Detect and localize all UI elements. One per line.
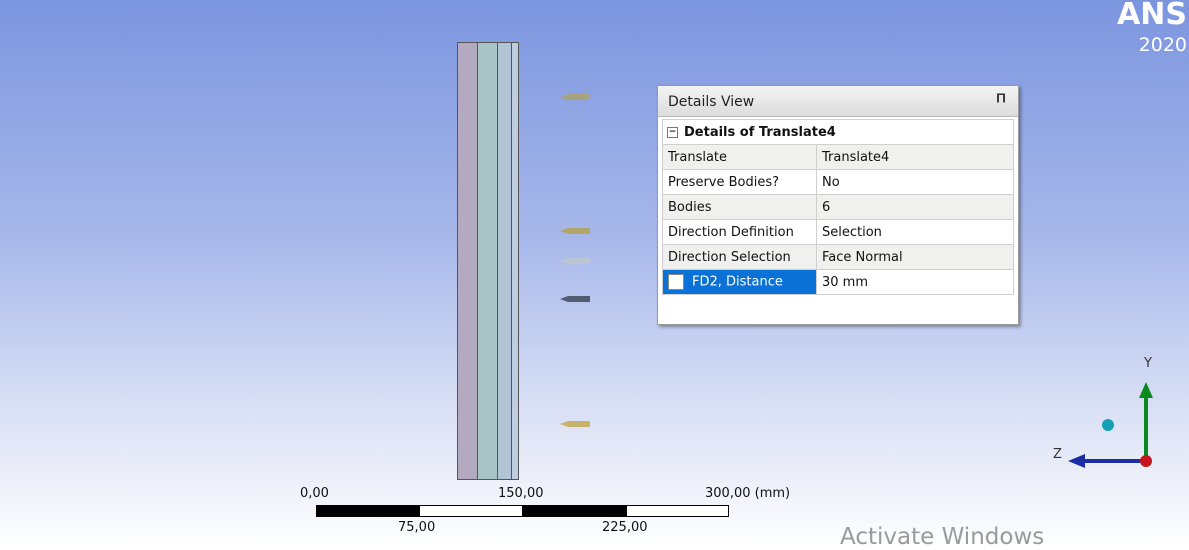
page: ANS 2020 Y Z	[0, 0, 1189, 549]
direction-arrows	[560, 94, 590, 427]
arrow	[560, 258, 590, 264]
plate	[512, 43, 519, 480]
plate	[498, 43, 512, 480]
detail-row[interactable]: Direction Definition Selection	[663, 220, 1014, 245]
origin	[1140, 455, 1152, 467]
section-row: −Details of Translate4	[663, 120, 1014, 145]
property-value: 6	[817, 195, 1014, 220]
property-value: Face Normal	[817, 245, 1014, 270]
viewport: ANS 2020 Y Z	[0, 0, 1189, 549]
detail-row[interactable]: Preserve Bodies? No	[663, 170, 1014, 195]
property-label: Preserve Bodies?	[668, 175, 779, 190]
scale-segment	[317, 506, 420, 517]
property-label: FD2, Distance	[692, 275, 783, 290]
scale-label: 225,00	[602, 520, 648, 535]
arrow	[560, 94, 590, 100]
pin-icon[interactable]: 𝚷	[996, 92, 1006, 107]
arrow	[560, 421, 590, 427]
property-text: 6	[822, 200, 830, 215]
scale-label: 150,00	[498, 486, 544, 501]
panel-title: Details View	[668, 94, 754, 110]
scale-segment	[420, 506, 523, 517]
property-name: Preserve Bodies?	[663, 170, 817, 195]
scale-bar	[317, 506, 729, 517]
section-title: Details of Translate4	[684, 125, 836, 140]
plate	[478, 43, 498, 480]
property-text: Selection	[822, 225, 882, 240]
parameter-checkbox[interactable]	[668, 274, 684, 290]
details-panel: Details View 𝚷 −Details of Translate4 Tr…	[657, 85, 1019, 325]
scale-segment	[627, 506, 729, 517]
property-value: Translate4	[817, 145, 1014, 170]
detail-row[interactable]: Direction Selection Face Normal	[663, 245, 1014, 270]
property-value: 30 mm	[817, 270, 1014, 295]
property-name: Translate	[663, 145, 817, 170]
detail-row[interactable]: Translate Translate4	[663, 145, 1014, 170]
triad	[1068, 382, 1153, 468]
property-label: Translate	[668, 150, 727, 165]
detail-row[interactable]: Bodies 6	[663, 195, 1014, 220]
triad-y-label: Y	[1144, 356, 1152, 371]
watermark: Activate Windows	[840, 524, 1044, 550]
section-cell: −Details of Translate4	[663, 120, 1014, 145]
detail-row[interactable]: FD2, Distance 30 mm	[663, 270, 1014, 295]
plate	[458, 43, 478, 480]
plates	[458, 43, 519, 480]
property-label: Direction Selection	[668, 250, 791, 265]
property-text: No	[822, 175, 840, 190]
property-name: Bodies	[663, 195, 817, 220]
scale-label: 0,00	[300, 486, 329, 501]
property-value: Selection	[817, 220, 1014, 245]
arrow	[560, 228, 590, 234]
scale-label: 300,00 (mm)	[705, 486, 790, 501]
collapse-toggle[interactable]: −	[667, 127, 678, 138]
property-text: Face Normal	[822, 250, 903, 265]
property-label: Bodies	[668, 200, 712, 215]
scale-label: 75,00	[398, 520, 435, 535]
property-value: No	[817, 170, 1014, 195]
arrow	[560, 296, 590, 302]
z-arrowhead	[1068, 454, 1085, 468]
iso-ball	[1102, 419, 1114, 431]
property-name: Direction Selection	[663, 245, 817, 270]
y-arrowhead	[1139, 382, 1153, 398]
triad-z-label: Z	[1053, 447, 1062, 462]
scale-segment	[523, 506, 627, 517]
property-text: 30 mm	[822, 275, 868, 290]
property-name: FD2, Distance	[663, 270, 817, 295]
property-name: Direction Definition	[663, 220, 817, 245]
property-text: Translate4	[822, 150, 889, 165]
panel-header: Details View 𝚷	[658, 86, 1018, 117]
property-label: Direction Definition	[668, 225, 794, 240]
